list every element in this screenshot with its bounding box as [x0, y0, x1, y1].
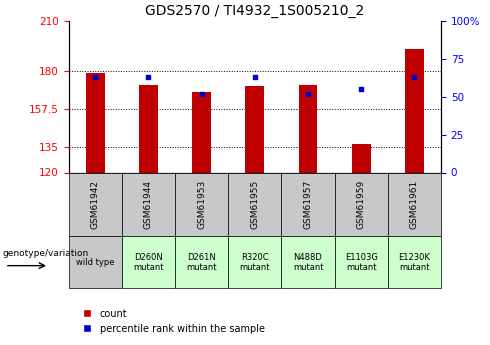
Text: D260N
mutant: D260N mutant [133, 253, 164, 272]
Bar [122, 236, 175, 288]
Text: GSM61944: GSM61944 [144, 180, 153, 229]
Bar [388, 236, 441, 288]
Bar [335, 236, 388, 288]
Text: GSM61953: GSM61953 [197, 180, 206, 229]
Point [411, 74, 418, 80]
Bar [192, 91, 211, 172]
Bar [299, 85, 318, 172]
Bar [352, 144, 370, 172]
Bar [122, 172, 175, 236]
Bar [86, 73, 104, 172]
Title: GDS2570 / TI4932_1S005210_2: GDS2570 / TI4932_1S005210_2 [145, 4, 365, 18]
Bar [228, 236, 281, 288]
Text: D261N
mutant: D261N mutant [186, 253, 217, 272]
Point [91, 74, 99, 80]
Text: GSM61961: GSM61961 [410, 180, 419, 229]
Bar [139, 85, 158, 172]
Text: N488D
mutant: N488D mutant [293, 253, 323, 272]
Bar [405, 49, 424, 172]
Bar [69, 172, 122, 236]
Text: GSM61959: GSM61959 [357, 180, 366, 229]
Bar [175, 236, 228, 288]
Point [197, 91, 205, 96]
Text: wild type: wild type [76, 258, 115, 267]
Text: GSM61942: GSM61942 [91, 180, 99, 229]
Text: GSM61957: GSM61957 [303, 180, 313, 229]
Bar [335, 172, 388, 236]
Point [145, 74, 152, 80]
Text: E1103G
mutant: E1103G mutant [345, 253, 378, 272]
Legend: count, percentile rank within the sample: count, percentile rank within the sample [74, 305, 269, 338]
Bar [245, 87, 264, 172]
Bar [175, 172, 228, 236]
Bar [228, 172, 281, 236]
Point [304, 91, 312, 96]
Point [357, 86, 365, 92]
Text: GSM61955: GSM61955 [250, 180, 259, 229]
Bar [388, 172, 441, 236]
Bar [281, 236, 335, 288]
Point [251, 74, 259, 80]
Text: R320C
mutant: R320C mutant [240, 253, 270, 272]
Text: genotype/variation: genotype/variation [2, 249, 89, 258]
Text: E1230K
mutant: E1230K mutant [398, 253, 430, 272]
Bar [69, 236, 122, 288]
Bar [281, 172, 335, 236]
